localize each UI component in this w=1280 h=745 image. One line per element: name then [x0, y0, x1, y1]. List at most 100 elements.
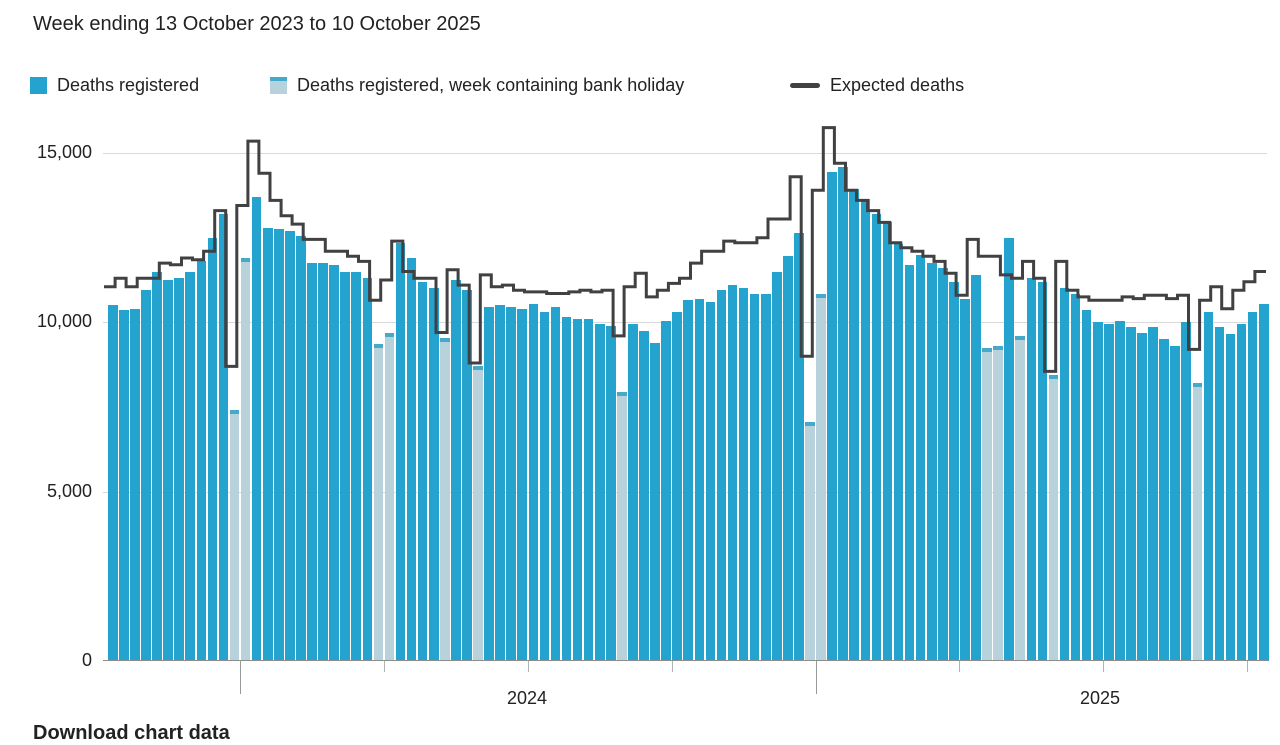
bar-week-79[interactable]	[971, 274, 981, 661]
bar-week-60[interactable]	[760, 293, 771, 661]
bar-week-30[interactable]	[428, 288, 439, 661]
bar-week-32[interactable]	[451, 280, 461, 661]
bar-bank-holiday-week-99[interactable]	[1192, 383, 1203, 661]
bar-week-96[interactable]	[1159, 339, 1169, 661]
bar-week-17[interactable]	[285, 230, 295, 661]
bar-week-82[interactable]	[1004, 237, 1014, 661]
bar-week-24[interactable]	[362, 278, 373, 661]
bar-bank-holiday-week-34[interactable]	[473, 366, 483, 661]
bar-week-105[interactable]	[1258, 303, 1269, 661]
bar-week-7[interactable]	[174, 278, 184, 661]
bar-bank-holiday-week-64[interactable]	[805, 422, 815, 661]
bar-bank-holiday-week-13[interactable]	[240, 258, 251, 661]
bar-week-89[interactable]	[1081, 310, 1092, 661]
bar-week-58[interactable]	[738, 288, 749, 661]
bar-week-55[interactable]	[705, 302, 716, 661]
download-chart-data-link[interactable]: Download chart data	[33, 722, 230, 744]
bar-week-19[interactable]	[307, 263, 317, 661]
bar-week-27[interactable]	[395, 242, 406, 661]
bar-week-59[interactable]	[749, 293, 760, 661]
bar-week-11[interactable]	[218, 213, 229, 661]
bar-week-51[interactable]	[661, 320, 671, 661]
bar-week-44[interactable]	[583, 318, 594, 661]
bar-week-98[interactable]	[1181, 322, 1192, 661]
bar-week-76[interactable]	[938, 268, 948, 661]
bar-week-77[interactable]	[949, 281, 959, 661]
bar-week-15[interactable]	[262, 227, 273, 661]
bar-week-85[interactable]	[1037, 281, 1048, 661]
bar-week-23[interactable]	[351, 271, 362, 661]
bar-week-74[interactable]	[915, 254, 926, 661]
bar-week-21[interactable]	[329, 264, 339, 661]
bar-week-4[interactable]	[141, 290, 151, 661]
bar-bank-holiday-week-81[interactable]	[993, 346, 1003, 661]
bar-week-6[interactable]	[163, 280, 173, 661]
bar-bank-holiday-week-25[interactable]	[373, 344, 384, 661]
bar-week-56[interactable]	[716, 290, 727, 661]
bar-week-37[interactable]	[506, 307, 516, 661]
bar-bank-holiday-week-65[interactable]	[816, 293, 826, 661]
bar-week-68[interactable]	[849, 188, 860, 661]
bar-week-103[interactable]	[1236, 324, 1247, 661]
bar-week-22[interactable]	[340, 271, 350, 661]
bar-week-67[interactable]	[838, 166, 848, 661]
bar-week-53[interactable]	[683, 300, 694, 661]
bar-week-41[interactable]	[550, 307, 561, 661]
bar-week-73[interactable]	[904, 264, 915, 661]
bar-week-63[interactable]	[794, 232, 804, 661]
bar-week-102[interactable]	[1225, 334, 1236, 661]
bar-bank-holiday-week-26[interactable]	[384, 332, 395, 661]
bar-bank-holiday-week-80[interactable]	[982, 347, 992, 661]
bar-week-10[interactable]	[207, 237, 218, 661]
bar-week-62[interactable]	[783, 256, 793, 661]
bar-week-35[interactable]	[484, 307, 494, 661]
bar-week-92[interactable]	[1115, 320, 1125, 661]
bar-week-71[interactable]	[882, 222, 893, 661]
bar-week-66[interactable]	[827, 171, 837, 661]
bar-week-75[interactable]	[926, 263, 937, 661]
bar-bank-holiday-week-47[interactable]	[617, 391, 627, 661]
bar-week-101[interactable]	[1214, 327, 1225, 661]
bar-week-9[interactable]	[196, 261, 207, 661]
bar-week-93[interactable]	[1126, 327, 1136, 661]
bar-bank-holiday-week-86[interactable]	[1048, 374, 1059, 661]
bar-week-72[interactable]	[893, 244, 904, 661]
bar-week-52[interactable]	[672, 312, 682, 661]
bar-week-100[interactable]	[1203, 312, 1214, 661]
bar-week-50[interactable]	[650, 342, 660, 661]
bar-week-1[interactable]	[108, 305, 118, 661]
bar-week-94[interactable]	[1137, 332, 1147, 661]
bar-week-5[interactable]	[152, 271, 162, 661]
bar-week-70[interactable]	[871, 213, 882, 661]
bar-week-29[interactable]	[417, 281, 428, 661]
bar-week-57[interactable]	[727, 285, 738, 661]
bar-week-40[interactable]	[539, 312, 550, 661]
bar-bank-holiday-week-12[interactable]	[229, 410, 240, 661]
bar-bank-holiday-week-31[interactable]	[440, 337, 450, 661]
bar-week-45[interactable]	[594, 324, 605, 661]
bar-week-8[interactable]	[185, 271, 196, 661]
bar-week-48[interactable]	[628, 324, 638, 661]
bar-week-28[interactable]	[406, 258, 417, 661]
bar-week-2[interactable]	[119, 310, 129, 661]
bar-week-97[interactable]	[1170, 346, 1180, 661]
bar-week-87[interactable]	[1059, 288, 1070, 661]
bar-week-88[interactable]	[1070, 293, 1081, 661]
bar-week-18[interactable]	[296, 235, 306, 661]
bar-week-16[interactable]	[274, 229, 284, 661]
bar-week-20[interactable]	[318, 263, 328, 661]
bar-week-33[interactable]	[462, 290, 472, 661]
bar-week-38[interactable]	[517, 308, 528, 661]
bar-week-54[interactable]	[694, 298, 705, 661]
bar-week-90[interactable]	[1092, 322, 1103, 661]
bar-week-104[interactable]	[1247, 312, 1258, 661]
bar-week-42[interactable]	[561, 317, 572, 661]
bar-week-95[interactable]	[1148, 327, 1158, 661]
bar-week-14[interactable]	[251, 197, 262, 661]
bar-week-69[interactable]	[860, 198, 871, 661]
bar-bank-holiday-week-83[interactable]	[1015, 335, 1026, 661]
bar-week-3[interactable]	[130, 308, 140, 661]
bar-week-43[interactable]	[572, 318, 583, 661]
bar-week-78[interactable]	[960, 298, 970, 661]
bar-week-39[interactable]	[528, 303, 539, 661]
